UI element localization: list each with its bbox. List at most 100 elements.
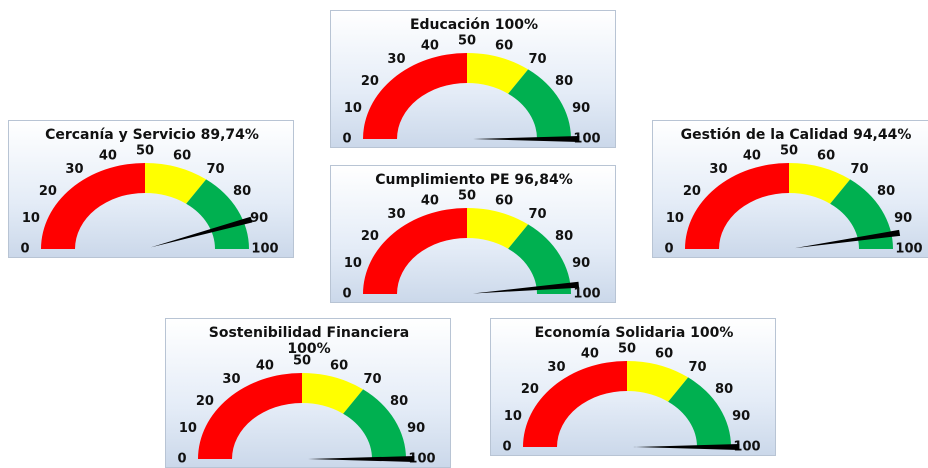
tick-label: 80 — [715, 382, 733, 397]
gauge: Gestión de la Calidad 94,44% 0 10 20 30 40 50 6… — [664, 127, 922, 257]
tick-label: 10 — [22, 211, 40, 226]
tick-label: 10 — [179, 421, 197, 436]
gauge-band — [186, 179, 249, 249]
tick-label: 90 — [894, 211, 912, 226]
tick-label: 60 — [173, 148, 191, 163]
tick-label: 10 — [344, 101, 362, 116]
tick-label: 70 — [688, 360, 706, 375]
tick-label: 20 — [521, 382, 539, 397]
tick-label: 50 — [458, 189, 476, 204]
tick-label: 30 — [547, 360, 565, 375]
tick-label: 80 — [877, 184, 895, 199]
tick-label: 50 — [618, 342, 636, 357]
tick-label: 70 — [363, 372, 381, 387]
tick-label: 40 — [256, 358, 274, 373]
tick-label: 30 — [387, 52, 405, 67]
tick-label: 40 — [421, 38, 439, 53]
needle — [794, 229, 901, 249]
gauge-title: Economía Solidaria 100% — [535, 325, 734, 341]
tick-label: 60 — [495, 38, 513, 53]
gauge-band — [302, 373, 364, 414]
gauge-band — [41, 163, 145, 249]
tick-label: 100 — [251, 242, 278, 257]
needle — [473, 136, 580, 142]
tick-label: 20 — [361, 74, 379, 89]
tick-label: 50 — [458, 34, 476, 49]
tick-label: 70 — [206, 162, 224, 177]
tick-label: 100 — [408, 452, 435, 467]
tick-label: 100 — [573, 287, 600, 302]
needle — [633, 444, 740, 450]
gauge-band — [198, 373, 302, 459]
tick-label: 100 — [733, 440, 760, 455]
gauge: Cercanía y Servicio 89,74% 0 10 20 30 40 50 60 7… — [20, 127, 278, 257]
gauge-band — [523, 361, 627, 447]
gauge-panel: Sostenibilidad Financiera 100% 0 10 20 30 40 50… — [165, 318, 451, 468]
gauge-title: Gestión de la Calidad 94,44% — [681, 127, 912, 143]
tick-label: 90 — [572, 101, 590, 116]
gauge-band — [343, 389, 406, 459]
tick-label: 60 — [655, 346, 673, 361]
gauge-band — [789, 163, 851, 204]
tick-label: 90 — [407, 421, 425, 436]
tick-label: 20 — [39, 184, 57, 199]
gauge: Educación 100% 0 10 20 30 40 50 60 70 80 90 100 — [342, 17, 600, 147]
tick-label: 80 — [555, 74, 573, 89]
gauge-title: Cercanía y Servicio 89,74% — [45, 127, 259, 143]
tick-label: 70 — [528, 207, 546, 222]
tick-label: 100 — [895, 242, 922, 257]
gauge-panel: Cercanía y Servicio 89,74% 0 10 20 30 40 50 60 7… — [8, 120, 294, 258]
tick-label: 40 — [99, 148, 117, 163]
gauge-band — [467, 208, 529, 249]
gauge-panel: Cumplimiento PE 96,84% 0 10 20 30 40 50 60 70 80 9… — [330, 165, 616, 303]
tick-label: 40 — [581, 346, 599, 361]
tick-label: 10 — [666, 211, 684, 226]
tick-label: 30 — [709, 162, 727, 177]
tick-label: 40 — [743, 148, 761, 163]
tick-label: 30 — [387, 207, 405, 222]
tick-label: 70 — [528, 52, 546, 67]
tick-label: 0 — [502, 440, 511, 455]
tick-label: 80 — [390, 394, 408, 409]
gauge-band — [685, 163, 789, 249]
tick-label: 0 — [20, 242, 29, 257]
gauge-panel: Economía Solidaria 100% 0 10 20 30 40 50 60 70 80… — [490, 318, 776, 456]
tick-label: 0 — [342, 132, 351, 147]
tick-label: 20 — [196, 394, 214, 409]
tick-label: 10 — [344, 256, 362, 271]
gauge-band — [145, 163, 207, 204]
gauge-band — [508, 224, 571, 294]
gauge-title: Cumplimiento PE 96,84% — [375, 172, 573, 188]
tick-label: 90 — [732, 409, 750, 424]
gauge-band — [467, 53, 529, 94]
tick-label: 0 — [342, 287, 351, 302]
tick-label: 50 — [293, 354, 311, 369]
gauge-panel: Educación 100% 0 10 20 30 40 50 60 70 80 90 100 — [330, 10, 616, 148]
gauge-title: Educación 100% — [410, 17, 538, 33]
tick-label: 30 — [65, 162, 83, 177]
tick-label: 70 — [850, 162, 868, 177]
tick-label: 0 — [177, 452, 186, 467]
tick-label: 90 — [572, 256, 590, 271]
tick-label: 50 — [780, 144, 798, 159]
tick-label: 100 — [573, 132, 600, 147]
gauge-band — [668, 377, 731, 447]
gauge-band — [508, 69, 571, 139]
gauge-band — [363, 53, 467, 139]
tick-label: 20 — [361, 229, 379, 244]
gauge-band — [627, 361, 689, 402]
gauge: Economía Solidaria 100% 0 10 20 30 40 50 60 70 80… — [502, 325, 760, 455]
gauge-subtitle: 100% — [287, 341, 330, 357]
gauge: Cumplimiento PE 96,84% 0 10 20 30 40 50 60 70 80 9… — [342, 172, 600, 302]
tick-label: 40 — [421, 193, 439, 208]
needle — [150, 216, 253, 248]
tick-label: 60 — [330, 358, 348, 373]
tick-label: 80 — [555, 229, 573, 244]
tick-label: 80 — [233, 184, 251, 199]
tick-label: 60 — [817, 148, 835, 163]
tick-label: 50 — [136, 144, 154, 159]
needle — [308, 456, 415, 462]
gauge-panel: Gestión de la Calidad 94,44% 0 10 20 30 40 50 6… — [652, 120, 928, 258]
